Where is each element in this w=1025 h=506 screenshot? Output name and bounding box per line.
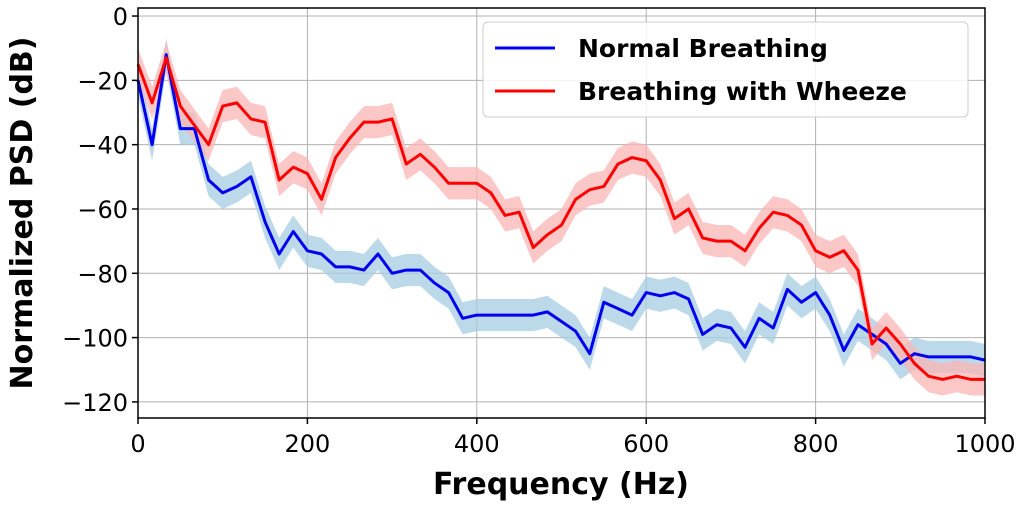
series-line-0 [136, 53, 986, 365]
y-tick-label: −60 [77, 196, 128, 224]
x-tick-label: 600 [623, 430, 669, 458]
y-tick-label: −100 [62, 325, 128, 353]
series-line-1 [136, 56, 985, 381]
y-tick-label: −120 [62, 389, 128, 417]
x-tick-label: 200 [284, 430, 330, 458]
y-tick-label: −40 [77, 132, 128, 160]
legend-label-normal: Normal Breathing [578, 34, 828, 63]
plot-frame [137, 7, 986, 419]
x-tick-label: 1000 [954, 430, 1015, 458]
legend: Normal Breathing Breathing with Wheeze [482, 21, 969, 118]
legend-box [482, 21, 969, 118]
series-lines [136, 53, 986, 381]
x-tick-label: 0 [130, 430, 145, 458]
confidence-bands [138, 38, 985, 396]
y-tick-label: −80 [77, 260, 128, 288]
x-tick-label: 800 [793, 430, 839, 458]
x-tick-label: 400 [454, 430, 500, 458]
legend-label-wheeze: Breathing with Wheeze [578, 77, 907, 106]
ticks: 0 200 400 600 800 1000 0 −20 −40 −60 −80 −100 −120 [62, 3, 1015, 458]
band-0 [138, 38, 985, 380]
y-tick-label: −20 [77, 67, 128, 95]
y-tick-label: 0 [113, 3, 128, 31]
x-axis-label: Frequency (Hz) [433, 467, 689, 502]
band-1 [138, 41, 985, 396]
y-axis-label: Normalized PSD (dB) [5, 36, 40, 389]
